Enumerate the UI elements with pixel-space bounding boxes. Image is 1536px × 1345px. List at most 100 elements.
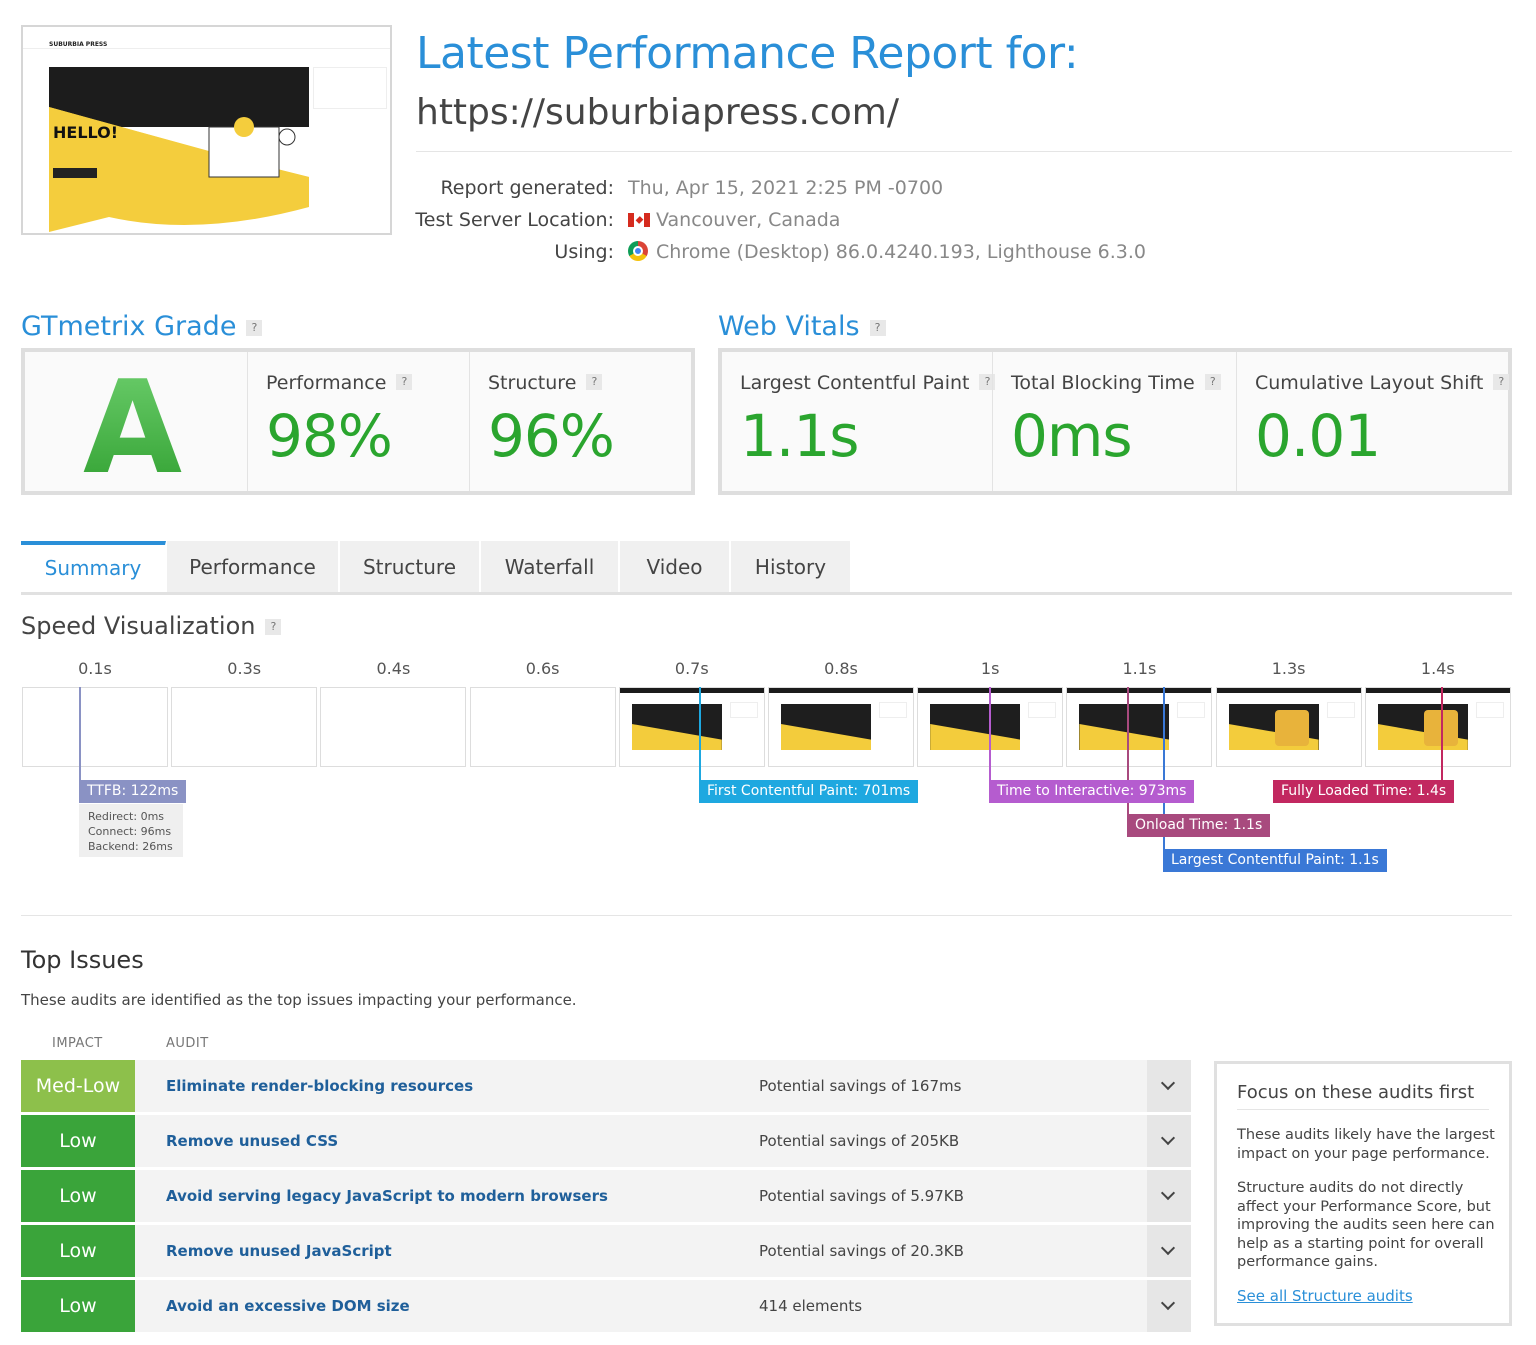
audit-link[interactable]: Remove unused CSS	[166, 1132, 339, 1150]
lcp-vital: Largest Contentful Paint? 1.1s	[722, 352, 996, 491]
onload-marker[interactable]: Onload Time: 1.1s	[1127, 814, 1271, 837]
report-title: Latest Performance Report for:	[416, 28, 1079, 79]
impact-badge: Low	[21, 1225, 135, 1277]
focus-paragraph-2: Structure audits do not directly affect …	[1237, 1180, 1495, 1270]
audit-link[interactable]: Remove unused JavaScript	[166, 1242, 392, 1260]
speed-visualization-heading: Speed Visualization?	[21, 612, 282, 640]
table-row[interactable]: Low Remove unused JavaScript Potential sav…	[21, 1225, 1191, 1277]
ttfb-breakdown: Redirect: 0ms Connect: 96ms Backend: 26m…	[79, 804, 183, 857]
tab-history[interactable]: History	[731, 541, 851, 592]
server-location-value-wrap: Vancouver, Canada	[628, 209, 840, 231]
report-tabs: Summary Performance Structure Waterfall …	[21, 541, 1512, 595]
cls-vital: Cumulative Layout Shift? 0.01	[1236, 352, 1510, 491]
page-screenshot-thumbnail: SUBURBIA PRESS HELLO!	[21, 25, 392, 235]
top-issues-description: These audits are identified as the top i…	[21, 991, 577, 1009]
performance-label: Performance	[266, 372, 387, 394]
expand-button[interactable]	[1147, 1115, 1191, 1167]
using-label: Using:	[554, 241, 614, 263]
filmstrip-frame[interactable]	[22, 687, 168, 767]
fcp-marker[interactable]: First Contentful Paint: 701ms	[699, 780, 919, 803]
lcp-marker-line	[1163, 687, 1165, 850]
timeline-tick: 1.4s	[1420, 659, 1455, 678]
tab-waterfall[interactable]: Waterfall	[481, 541, 619, 592]
ttfb-marker[interactable]: TTFB: 122ms	[79, 780, 187, 803]
fully-loaded-marker-line	[1441, 687, 1443, 782]
help-icon[interactable]: ?	[1204, 374, 1221, 390]
help-icon[interactable]: ?	[246, 320, 263, 336]
tbt-label: Total Blocking Time	[1011, 372, 1195, 394]
filmstrip-frame[interactable]	[469, 687, 616, 767]
fully-loaded-marker[interactable]: Fully Loaded Time: 1.4s	[1273, 780, 1455, 803]
help-icon[interactable]: ?	[869, 320, 886, 336]
tab-structure[interactable]: Structure	[340, 541, 480, 592]
audit-link[interactable]: Eliminate render-blocking resources	[166, 1077, 474, 1095]
divider	[21, 915, 1512, 916]
lcp-marker[interactable]: Largest Contentful Paint: 1.1s	[1163, 849, 1387, 872]
filmstrip-frame[interactable]	[320, 687, 467, 767]
table-row[interactable]: Low Avoid serving legacy JavaScript to mo…	[21, 1170, 1191, 1222]
filmstrip-frame[interactable]	[618, 687, 765, 767]
using-value: Chrome (Desktop) 86.0.4240.193, Lighthou…	[656, 241, 1146, 263]
tab-video[interactable]: Video	[620, 541, 730, 592]
thumbnail-sidebar	[313, 67, 387, 109]
table-row[interactable]: Low Remove unused CSS Potential savings of…	[21, 1115, 1191, 1167]
onload-marker-line	[1127, 687, 1129, 815]
timeline-tick: 0.7s	[674, 659, 709, 678]
filmstrip-frame[interactable]	[1066, 687, 1213, 767]
impact-badge: Med-Low	[21, 1060, 135, 1112]
help-icon[interactable]: ?	[586, 374, 603, 390]
performance-value: 98%	[266, 402, 393, 470]
impact-column-header: IMPACT	[52, 1036, 103, 1051]
lcp-value: 1.1s	[740, 402, 859, 470]
audit-column-header: AUDIT	[166, 1036, 209, 1051]
help-icon[interactable]: ?	[265, 619, 282, 635]
cls-value: 0.01	[1255, 402, 1381, 470]
help-icon[interactable]: ?	[979, 374, 996, 390]
chevron-down-icon	[1160, 1075, 1176, 1091]
thumbnail-hello-text: HELLO!	[53, 123, 119, 142]
timeline-tick: 1s	[980, 659, 1000, 678]
filmstrip-frame[interactable]	[768, 687, 914, 767]
tab-performance[interactable]: Performance	[167, 541, 339, 592]
focus-heading: Focus on these audits first	[1237, 1082, 1475, 1103]
audit-link[interactable]: Avoid an excessive DOM size	[166, 1297, 410, 1315]
redirect-time: Redirect: 0ms	[88, 810, 165, 823]
cls-label: Cumulative Layout Shift	[1255, 372, 1484, 394]
tti-marker[interactable]: Time to Interactive: 973ms	[989, 780, 1195, 803]
thumbnail-hero-image	[49, 67, 309, 232]
filmstrip-frame[interactable]	[1364, 687, 1511, 767]
expand-button[interactable]	[1147, 1225, 1191, 1277]
lcp-label: Largest Contentful Paint	[740, 372, 970, 394]
web-vitals-panel: Largest Contentful Paint? 1.1s Total Blo…	[718, 348, 1512, 495]
filmstrip-frame[interactable]	[171, 687, 318, 767]
see-structure-audits-link[interactable]: See all Structure audits	[1237, 1287, 1413, 1305]
filmstrip-frame[interactable]	[1215, 687, 1362, 767]
table-row[interactable]: Low Avoid an excessive DOM size 414 elemen…	[21, 1280, 1191, 1332]
tti-marker-line	[989, 687, 991, 782]
impact-badge: Low	[21, 1280, 135, 1332]
timeline-tick: 0.1s	[78, 659, 112, 678]
grade-panel: A Performance? 98% Structure? 96%	[21, 348, 695, 503]
backend-time: Backend: 26ms	[88, 840, 173, 853]
timeline-tick: 1.1s	[1122, 659, 1157, 678]
help-icon[interactable]: ?	[396, 374, 413, 390]
expand-button[interactable]	[1147, 1280, 1191, 1332]
audit-link[interactable]: Avoid serving legacy JavaScript to moder…	[166, 1187, 608, 1205]
report-generated-value: Thu, Apr 15, 2021 2:25 PM -0700	[628, 177, 944, 199]
chevron-down-icon	[1160, 1130, 1176, 1146]
report-url[interactable]: https://suburbiapress.com/	[416, 92, 899, 133]
help-icon[interactable]: ?	[1493, 374, 1510, 390]
divider	[416, 151, 1512, 152]
server-location-label: Test Server Location:	[415, 209, 614, 231]
timeline-tick: 1.3s	[1271, 659, 1306, 678]
chevron-down-icon	[1160, 1295, 1176, 1311]
performance-score: Performance? 98%	[247, 352, 469, 491]
tab-summary[interactable]: Summary	[21, 541, 166, 592]
chrome-icon	[628, 241, 648, 261]
expand-button[interactable]	[1147, 1170, 1191, 1222]
canada-flag-icon	[628, 213, 650, 227]
table-row[interactable]: Med-Low Eliminate render-blocking resourc…	[21, 1060, 1191, 1112]
potential-savings: Potential savings of 20.3KB	[759, 1242, 964, 1260]
expand-button[interactable]	[1147, 1060, 1191, 1112]
tbt-value: 0ms	[1011, 402, 1133, 470]
